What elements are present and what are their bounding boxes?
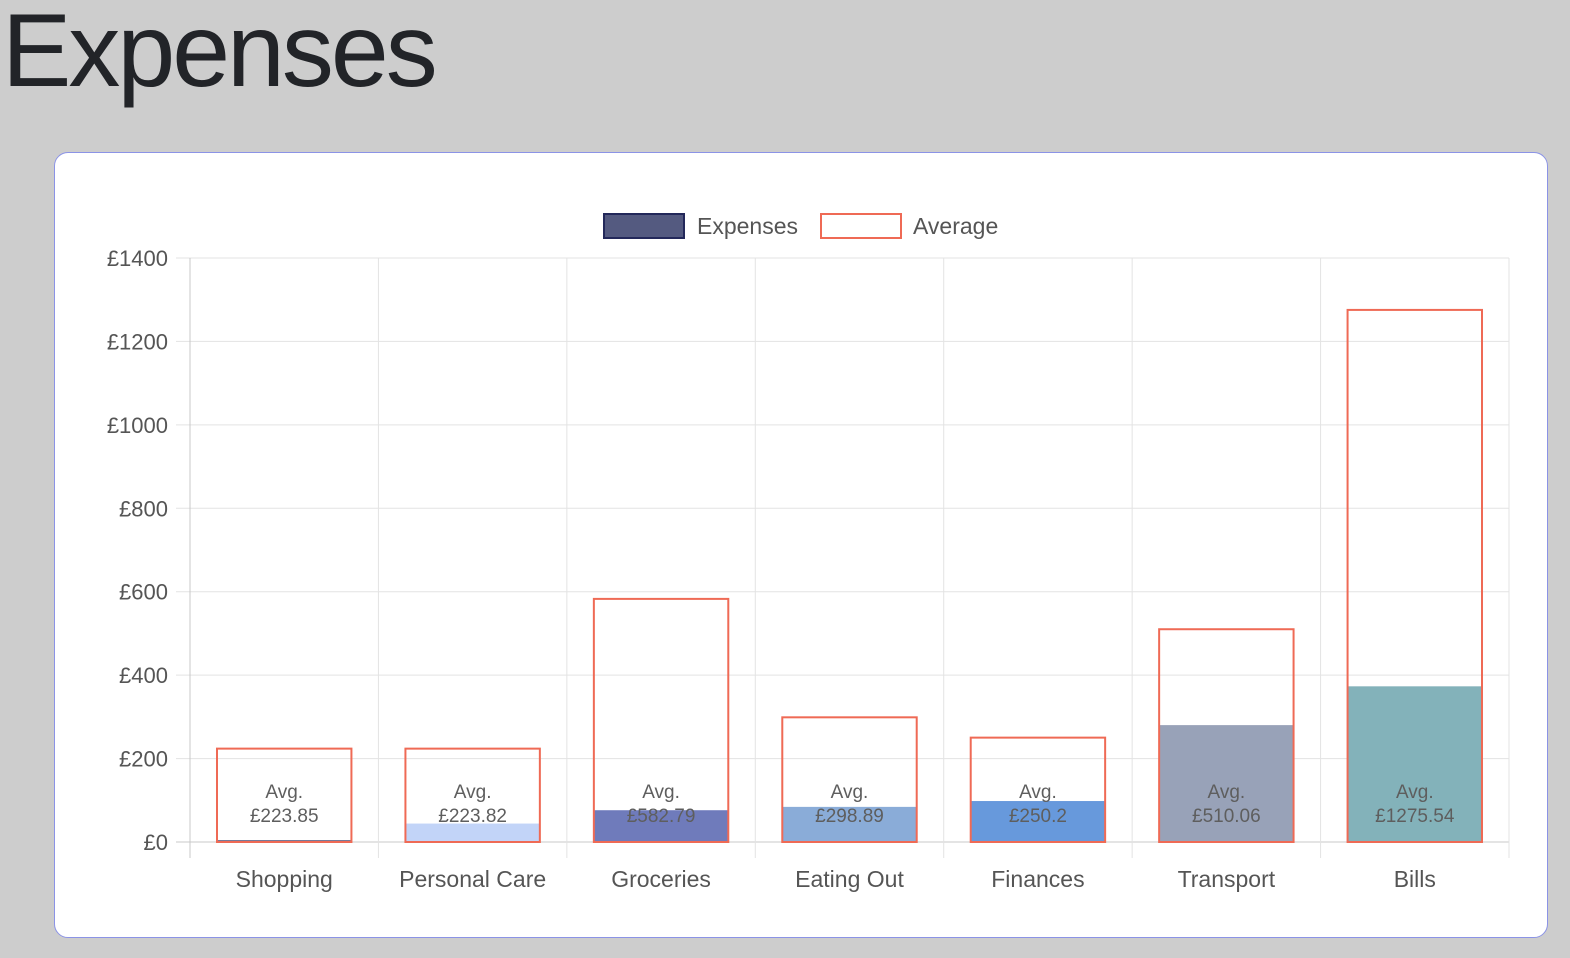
expenses-bar[interactable] <box>593 810 729 843</box>
avg-label-value: £223.85 <box>250 806 319 827</box>
average-bar[interactable] <box>1158 628 1295 843</box>
avg-label-value: £250.2 <box>1009 806 1067 827</box>
legend-label-expenses[interactable]: Expenses <box>697 213 798 239</box>
x-tick-label: Shopping <box>236 866 333 892</box>
avg-label-value: £1275.54 <box>1375 806 1455 827</box>
chart-grid <box>176 257 1510 858</box>
x-tick-label: Personal Care <box>399 866 546 892</box>
legend-label-average[interactable]: Average <box>913 213 998 239</box>
expenses-bar[interactable] <box>1158 725 1295 843</box>
average-bar[interactable] <box>1346 308 1483 843</box>
avg-label-heading: Avg. <box>454 782 492 803</box>
average-bar[interactable] <box>404 747 541 843</box>
x-tick-label: Eating Out <box>795 866 904 892</box>
chart-bars <box>216 308 1483 844</box>
avg-label-heading: Avg. <box>265 782 303 803</box>
avg-label-value: £223.82 <box>438 806 507 827</box>
y-tick-label: £1200 <box>107 329 168 354</box>
x-tick-label: Groceries <box>611 866 711 892</box>
expenses-bar-chart: Avg. £223.85 Avg. £223.82 Avg. £582.79 Avg. £29… <box>107 213 1510 892</box>
x-tick-label: Transport <box>1178 866 1276 892</box>
expenses-bar[interactable] <box>1347 686 1483 843</box>
avg-label-heading: Avg. <box>831 782 869 803</box>
page-title: Expenses <box>2 0 438 109</box>
average-bar[interactable] <box>592 597 730 843</box>
avg-label-value: £510.06 <box>1192 806 1261 827</box>
y-tick-label: £1400 <box>107 246 168 271</box>
y-tick-label: £800 <box>119 496 168 521</box>
chart-axes: £0 £200 £400 £600 £800 £1000 £1200 £1400 Shoppin… <box>107 246 1436 892</box>
avg-label-heading: Avg. <box>642 782 680 803</box>
y-tick-label: £1000 <box>107 413 168 438</box>
y-tick-label: £400 <box>119 663 168 688</box>
avg-label-heading: Avg. <box>1396 782 1434 803</box>
y-tick-label: £0 <box>144 830 168 855</box>
avg-label-heading: Avg. <box>1208 782 1246 803</box>
chart-card: Avg. £223.85 Avg. £223.82 Avg. £582.79 Avg. £29… <box>54 152 1548 938</box>
average-bar[interactable] <box>781 716 918 844</box>
avg-label-value: £582.79 <box>627 806 696 827</box>
legend-swatch-expenses[interactable] <box>603 213 685 239</box>
average-bar[interactable] <box>969 736 1107 843</box>
chart-data-labels: Avg. £223.85 Avg. £223.82 Avg. £582.79 Avg. £29… <box>250 782 1455 827</box>
x-tick-label: Bills <box>1394 866 1436 892</box>
y-tick-label: £600 <box>119 580 168 605</box>
legend-swatch-average[interactable] <box>820 213 902 239</box>
y-tick-label: £200 <box>119 747 168 772</box>
average-bar[interactable] <box>216 747 353 843</box>
avg-label-value: £298.89 <box>815 806 884 827</box>
x-tick-label: Finances <box>991 866 1084 892</box>
avg-label-heading: Avg. <box>1019 782 1057 803</box>
chart-legend: Expenses Average <box>603 213 998 239</box>
